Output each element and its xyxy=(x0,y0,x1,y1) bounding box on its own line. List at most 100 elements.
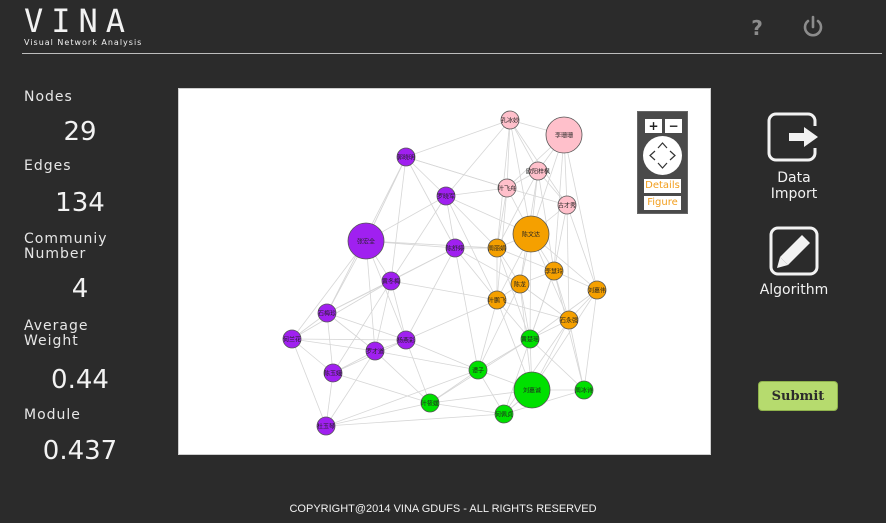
graph-node[interactable]: 李珊珊 xyxy=(545,116,583,154)
graph-node[interactable]: 张宏全 xyxy=(347,222,385,260)
graph-node-circle[interactable] xyxy=(513,371,551,409)
logo-title: VINA xyxy=(24,2,134,40)
graph-node[interactable]: 陈龙 xyxy=(510,274,530,294)
graph-edge xyxy=(529,270,555,340)
graph-node[interactable]: 叶飞舟 xyxy=(497,178,517,198)
graph-edge xyxy=(537,170,555,272)
graph-node[interactable]: 谭子 xyxy=(468,360,488,380)
graph-node-label: 张宏全 xyxy=(357,238,375,246)
graph-node-circle[interactable] xyxy=(468,360,488,380)
graph-node[interactable]: 石梅珍 xyxy=(317,303,337,323)
graph-node-circle[interactable] xyxy=(381,271,401,291)
graph-node[interactable]: 杨燕彩 xyxy=(396,330,416,350)
graph-node[interactable]: 古才秀 xyxy=(557,195,577,215)
details-link[interactable]: Details xyxy=(644,179,681,193)
graph-node-label: 陈舒婷 xyxy=(446,245,464,253)
graph-node-circle[interactable] xyxy=(512,215,550,253)
graph-node-circle[interactable] xyxy=(317,303,337,323)
graph-node[interactable]: 石永强 xyxy=(559,310,579,330)
graph-node-circle[interactable] xyxy=(316,416,336,436)
graph-edge xyxy=(326,312,407,341)
graph-node-circle[interactable] xyxy=(282,329,302,349)
graph-node[interactable]: 刘嘉伟 xyxy=(587,280,607,300)
graph-edge xyxy=(454,247,498,301)
graph-edge xyxy=(553,270,585,391)
graph-node-circle[interactable] xyxy=(396,330,416,350)
graph-node-circle[interactable] xyxy=(487,238,507,258)
graph-node[interactable]: 何佩贞 xyxy=(494,404,514,424)
graph-edge xyxy=(496,247,531,340)
graph-node-circle[interactable] xyxy=(520,329,540,349)
graph-node-circle[interactable] xyxy=(559,310,579,330)
graph-node-circle[interactable] xyxy=(587,280,607,300)
graph-node-circle[interactable] xyxy=(347,222,385,260)
graph-node-circle[interactable] xyxy=(396,147,416,167)
graph-node-circle[interactable] xyxy=(497,178,517,198)
graph-node-circle[interactable] xyxy=(487,290,507,310)
graph-node-circle[interactable] xyxy=(557,195,577,215)
graph-node-circle[interactable] xyxy=(323,363,343,383)
graph-node-circle[interactable] xyxy=(445,238,465,258)
footer-copyright: COPYRIGHT@2014 VINA GDUFS - ALL RIGHTS R… xyxy=(289,503,597,515)
graph-node[interactable]: 欧阳梓枫 xyxy=(526,161,550,181)
community-label-line2: Number xyxy=(24,246,87,262)
graph-node-circle[interactable] xyxy=(436,186,456,206)
weight-label-line1: Average xyxy=(24,318,89,334)
graph-node-circle[interactable] xyxy=(545,116,583,154)
graph-node-label: 何佩贞 xyxy=(495,411,513,419)
graph-node-label: 刘嘉诚 xyxy=(523,387,541,395)
graph-node-circle[interactable] xyxy=(574,380,594,400)
graph-node-label: 陈龙 xyxy=(514,281,526,289)
graph-edge xyxy=(496,247,555,272)
graph-node[interactable]: 何兰花 xyxy=(282,329,302,349)
graph-node[interactable]: 叶筱媛 xyxy=(420,393,440,413)
algorithm-button[interactable]: Algorithm xyxy=(754,226,834,298)
graph-node[interactable]: 周丽娟 xyxy=(487,238,507,258)
graph-edge xyxy=(563,134,598,291)
graph-node-circle[interactable] xyxy=(420,393,440,413)
graph-node-label: 叶飞舟 xyxy=(498,185,516,193)
graph-edge xyxy=(503,338,531,415)
pan-control[interactable] xyxy=(643,136,682,175)
graph-edge xyxy=(496,187,508,249)
data-import-button[interactable]: Data Import xyxy=(754,112,834,202)
graph-node[interactable]: 李慧玲 xyxy=(544,261,564,281)
graph-node[interactable]: 周冰诗 xyxy=(574,380,594,400)
graph-edge xyxy=(566,204,598,291)
graph-node[interactable]: 叶鹏飞 xyxy=(487,290,507,310)
graph-edge xyxy=(390,280,407,341)
graph-node[interactable]: 孔冰妙 xyxy=(500,110,520,130)
graph-node-circle[interactable] xyxy=(544,261,564,281)
graph-edge xyxy=(326,312,334,374)
question-mark-icon[interactable]: ? xyxy=(744,14,770,40)
graph-node[interactable]: 刘嘉诚 xyxy=(513,371,551,409)
graph-node-circle[interactable] xyxy=(528,161,548,181)
submit-button[interactable]: Submit xyxy=(758,381,838,411)
figure-link[interactable]: Figure xyxy=(644,196,681,210)
graph-node[interactable]: 陈玉娥 xyxy=(323,363,343,383)
zoom-in-button[interactable]: + xyxy=(645,119,662,133)
graph-node-label: 谭子 xyxy=(472,367,484,375)
graph-node[interactable]: 罗才道 xyxy=(365,341,385,361)
graph-node-circle[interactable] xyxy=(500,110,520,130)
graph-edge xyxy=(325,413,505,427)
graph-edge xyxy=(429,402,505,415)
header-divider xyxy=(22,53,882,54)
graph-edge xyxy=(291,338,327,427)
graph-node[interactable]: 黄楚瑶 xyxy=(520,329,540,349)
graph-node-label: 黄楚瑶 xyxy=(521,336,539,344)
graph-node-circle[interactable] xyxy=(510,274,530,294)
power-icon[interactable] xyxy=(800,14,826,40)
graph-node[interactable]: 黄冬梅 xyxy=(381,271,401,291)
zoom-out-button[interactable]: − xyxy=(665,119,682,133)
graph-node[interactable]: 陈舒婷 xyxy=(445,238,465,258)
graph-node[interactable]: 罗晓军 xyxy=(436,186,456,206)
graph-node[interactable]: 杜玉琴 xyxy=(316,416,336,436)
graph-node[interactable]: 郭晓明 xyxy=(396,147,416,167)
graph-node-circle[interactable] xyxy=(365,341,385,361)
graph-node-circle[interactable] xyxy=(494,404,514,424)
graph-node[interactable]: 陈文达 xyxy=(512,215,550,253)
graph-node-label: 石梅珍 xyxy=(318,310,336,318)
graph-edge xyxy=(454,247,521,285)
